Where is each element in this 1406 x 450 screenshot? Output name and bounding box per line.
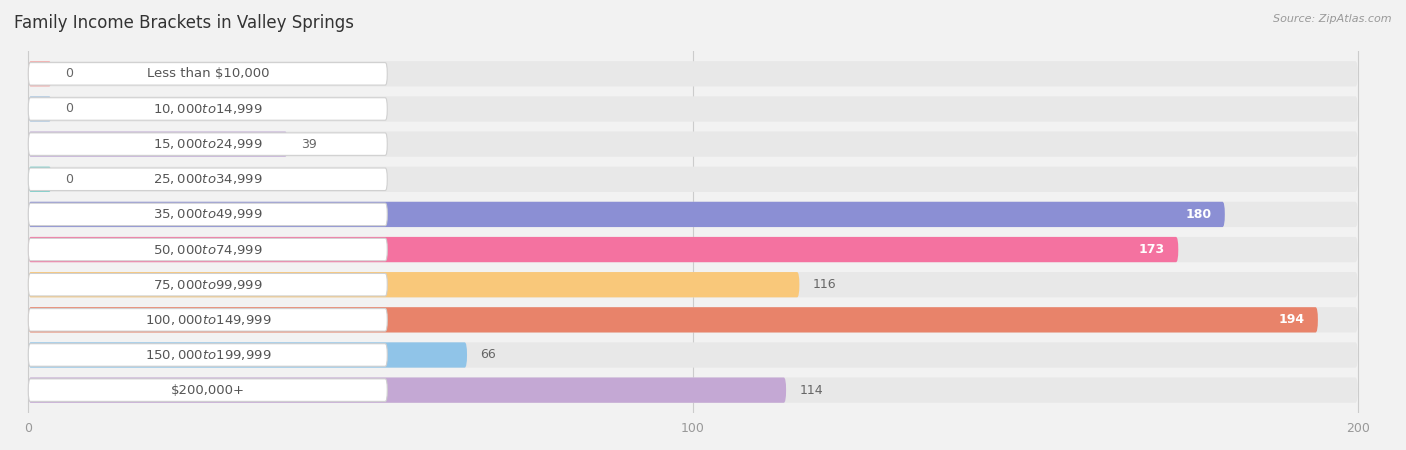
FancyBboxPatch shape [28,131,288,157]
FancyBboxPatch shape [28,202,1358,227]
FancyBboxPatch shape [28,166,52,192]
Text: 194: 194 [1278,313,1305,326]
Text: $200,000+: $200,000+ [170,384,245,396]
FancyBboxPatch shape [28,309,387,331]
Text: 0: 0 [65,103,73,116]
FancyBboxPatch shape [28,237,1358,262]
FancyBboxPatch shape [28,342,467,368]
FancyBboxPatch shape [28,168,387,190]
FancyBboxPatch shape [28,203,387,225]
Text: Family Income Brackets in Valley Springs: Family Income Brackets in Valley Springs [14,14,354,32]
Text: $10,000 to $14,999: $10,000 to $14,999 [153,102,263,116]
Text: $15,000 to $24,999: $15,000 to $24,999 [153,137,263,151]
Text: $150,000 to $199,999: $150,000 to $199,999 [145,348,271,362]
Text: 114: 114 [800,384,823,396]
FancyBboxPatch shape [28,131,1358,157]
Text: Source: ZipAtlas.com: Source: ZipAtlas.com [1274,14,1392,23]
FancyBboxPatch shape [28,307,1358,333]
FancyBboxPatch shape [28,274,387,296]
FancyBboxPatch shape [28,63,387,85]
FancyBboxPatch shape [28,378,786,403]
Text: $75,000 to $99,999: $75,000 to $99,999 [153,278,263,292]
Text: $25,000 to $34,999: $25,000 to $34,999 [153,172,263,186]
Text: 0: 0 [65,68,73,81]
FancyBboxPatch shape [28,202,1225,227]
FancyBboxPatch shape [28,307,1317,333]
Text: 180: 180 [1185,208,1212,221]
FancyBboxPatch shape [28,272,1358,297]
FancyBboxPatch shape [28,344,387,366]
FancyBboxPatch shape [28,133,387,155]
Text: $35,000 to $49,999: $35,000 to $49,999 [153,207,263,221]
Text: 116: 116 [813,278,837,291]
FancyBboxPatch shape [28,98,387,120]
FancyBboxPatch shape [28,166,1358,192]
FancyBboxPatch shape [28,272,800,297]
FancyBboxPatch shape [28,237,1178,262]
Text: 66: 66 [481,348,496,361]
FancyBboxPatch shape [28,379,387,401]
Text: 0: 0 [65,173,73,186]
Text: $50,000 to $74,999: $50,000 to $74,999 [153,243,263,256]
FancyBboxPatch shape [28,96,52,122]
Text: 39: 39 [301,138,316,151]
FancyBboxPatch shape [28,238,387,261]
FancyBboxPatch shape [28,342,1358,368]
Text: $100,000 to $149,999: $100,000 to $149,999 [145,313,271,327]
FancyBboxPatch shape [28,96,1358,122]
Text: Less than $10,000: Less than $10,000 [146,68,269,81]
FancyBboxPatch shape [28,61,52,86]
Text: 173: 173 [1139,243,1166,256]
FancyBboxPatch shape [28,61,1358,86]
FancyBboxPatch shape [28,378,1358,403]
